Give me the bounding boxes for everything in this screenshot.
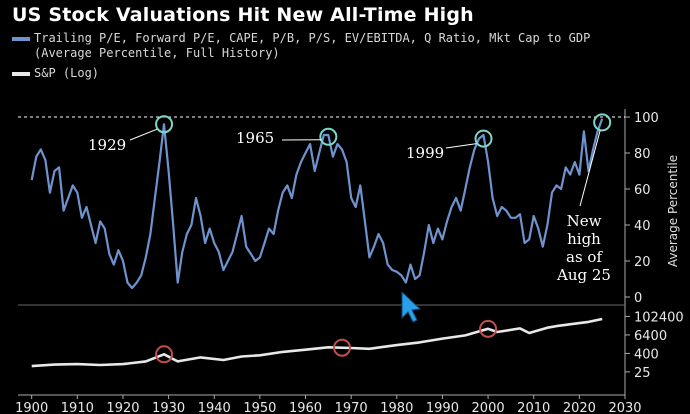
x-tick-label: 2000	[472, 401, 505, 414]
legend-entry-valuation: Trailing P/E, Forward P/E, CAPE, P/B, P/…	[12, 31, 590, 45]
leader-line-1999	[445, 143, 477, 149]
legend-sublabel: (Average Percentile, Full History)	[34, 46, 280, 60]
legend-swatch-valuation	[12, 36, 30, 41]
sp-highlight-circle	[333, 338, 352, 357]
legend-label-sp: S&P (Log)	[34, 66, 100, 80]
peak-circle-1929	[155, 115, 174, 134]
y-tick-label-top: 80	[634, 147, 651, 162]
annotation-1965: 1965	[236, 129, 274, 147]
x-tick-label: 1980	[380, 401, 413, 414]
y-tick-label-bottom: 6400	[634, 329, 667, 344]
x-tick-label: 1950	[243, 401, 276, 414]
leader-line-2025	[579, 130, 601, 207]
sp-highlight-circle	[479, 319, 498, 338]
x-tick-label: 1900	[15, 401, 48, 414]
x-tick-label: 1910	[61, 401, 94, 414]
x-tick-label: 2030	[608, 401, 641, 414]
x-tick-label: 1920	[106, 401, 139, 414]
y-tick-label-top: 20	[634, 255, 651, 270]
y-tick-label-top: 0	[634, 291, 642, 306]
sp500-log-line	[31, 317, 603, 368]
annotation-aug-25: Aug 25	[556, 266, 611, 284]
x-tick-label: 1940	[198, 401, 231, 414]
annotation-as-of: as of	[566, 248, 603, 266]
leader-line-1929	[129, 128, 158, 141]
peak-circle-1965	[319, 127, 338, 146]
chart-title: US Stock Valuations Hit New All-Time Hig…	[12, 4, 474, 26]
x-tick-label: 2020	[563, 401, 596, 414]
peak-circle-2025	[593, 113, 612, 132]
y-tick-label-top: 60	[634, 183, 651, 198]
annotation-new: New	[567, 212, 602, 230]
y-tick-label-top: 40	[634, 219, 651, 234]
y-tick-label-bottom: 25	[634, 366, 651, 381]
annotation-1999: 1999	[406, 144, 444, 162]
valuation-percentile-line	[30, 118, 604, 290]
annotation-high: high	[567, 230, 601, 248]
x-tick-label: 2010	[517, 401, 550, 414]
legend-label-valuation: Trailing P/E, Forward P/E, CAPE, P/B, P/…	[34, 31, 591, 45]
x-tick-label: 1960	[289, 401, 322, 414]
mouse-cursor-icon	[401, 290, 422, 323]
legend-entry-sp: S&P (Log)	[12, 66, 99, 80]
x-tick-label: 1970	[335, 401, 368, 414]
legend-swatch-sp	[12, 71, 30, 76]
y-axis-label-top: Average Percentile	[666, 155, 680, 267]
peak-circle-1999	[474, 129, 493, 148]
sp-highlight-circle	[155, 345, 174, 364]
y-tick-label-bottom: 400	[634, 347, 659, 362]
x-tick-label: 1990	[426, 401, 459, 414]
annotation-1929: 1929	[88, 136, 126, 154]
y-tick-label-bottom: 102400	[634, 310, 684, 325]
y-tick-label-top: 100	[634, 111, 659, 126]
x-tick-label: 1930	[152, 401, 185, 414]
